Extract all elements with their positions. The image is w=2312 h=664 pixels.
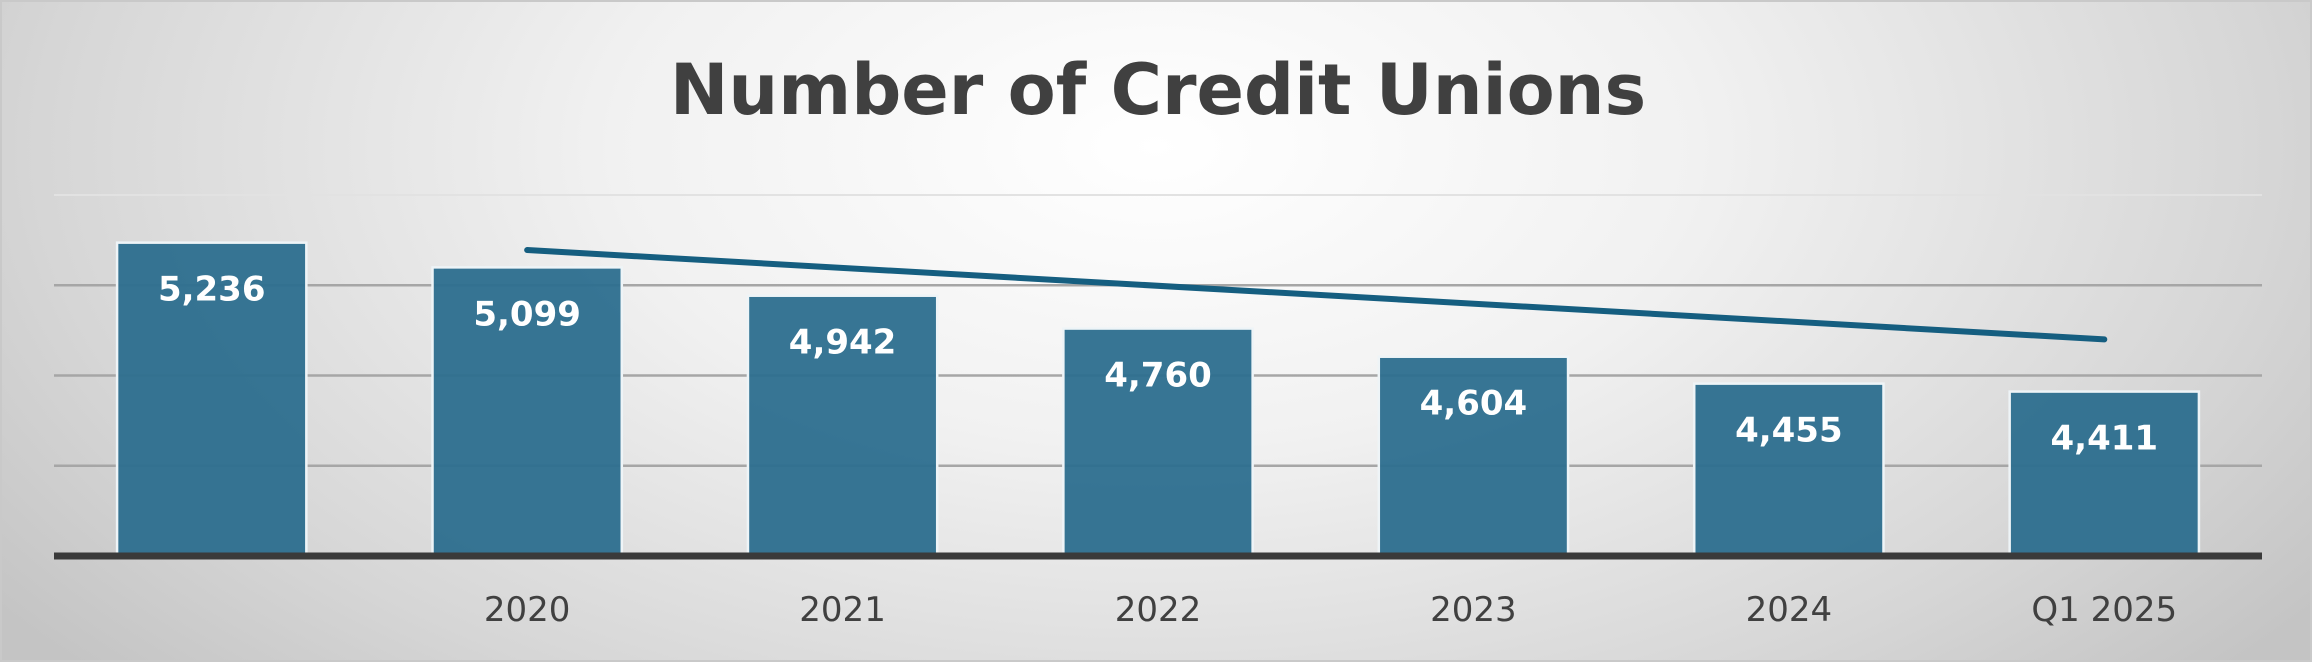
- value-label-5: 4,455: [1735, 411, 1843, 451]
- bar-4: [1377, 355, 1570, 558]
- chart-title: Number of Credit Unions: [670, 49, 1646, 131]
- bar-6: [2008, 390, 2201, 558]
- category-axis: 2020 2021 2022 2023 2024 Q1 2025: [484, 590, 2177, 630]
- trendline-layer: [524, 247, 2108, 343]
- value-label-2: 4,942: [789, 323, 897, 363]
- bar-5: [1692, 382, 1885, 558]
- tick-label-1: 2020: [484, 590, 571, 630]
- value-label-0: 5,236: [158, 270, 266, 310]
- bar-0: [115, 241, 308, 558]
- bar-3: [1062, 327, 1254, 558]
- tick-label-2: 2021: [799, 590, 886, 630]
- value-label-4: 4,604: [1420, 384, 1528, 424]
- value-label-3: 4,760: [1104, 356, 1212, 396]
- tick-label-4: 2023: [1430, 590, 1517, 630]
- bars: [54, 241, 2262, 560]
- trendline: [524, 247, 2108, 343]
- value-label-6: 4,411: [2051, 419, 2159, 459]
- tick-label-6: Q1 2025: [2031, 590, 2177, 630]
- tick-label-5: 2024: [1746, 590, 1833, 630]
- bar-2: [746, 294, 939, 558]
- value-label-1: 5,099: [473, 294, 581, 334]
- value-labels: 5,236 5,099 4,942 4,760 4,604 4,455 4,411: [158, 270, 2158, 459]
- tick-label-3: 2022: [1115, 590, 1202, 630]
